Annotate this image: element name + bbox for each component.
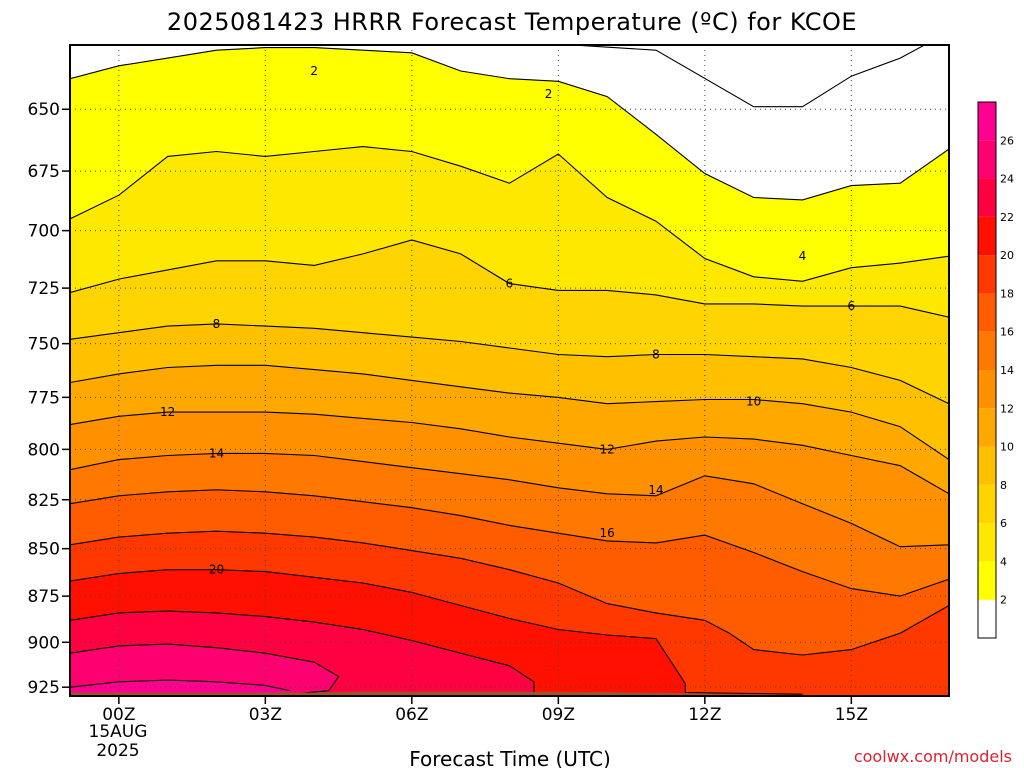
y-tick-label-875: 875 (28, 587, 60, 607)
colorbar-seg-6 (978, 331, 996, 370)
isotherm-18 (70, 530, 949, 656)
x-tick-label-15: 15Z (835, 705, 868, 725)
colorbar-label-6: 6 (1000, 517, 1007, 530)
colorbar-seg-11 (978, 140, 996, 179)
plot-frame (69, 44, 950, 697)
isotherm-4 (70, 146, 949, 282)
isotherm-12 (70, 411, 949, 495)
contour-label-8: 12 (160, 405, 175, 419)
x-tick-label-6: 06Z (395, 705, 428, 725)
isotherm-6 (70, 239, 949, 318)
colorbar-frame (977, 101, 997, 639)
x-tick-label-0: 00Z (102, 705, 135, 725)
colorbar-seg-10 (978, 178, 996, 217)
colorbar-seg-8 (978, 255, 996, 294)
contour-label-13: 20 (209, 563, 224, 577)
colorbar-seg-below (978, 599, 996, 638)
colorbar-label-20: 20 (1000, 249, 1014, 262)
x-date-day: 15AUG (89, 722, 148, 742)
colorbar-label-14: 14 (1000, 364, 1014, 377)
grid-lines (70, 45, 949, 696)
y-axis: 650 675 700 725 750 775 800 825 850 875 900 925 (28, 100, 70, 698)
x-date-year: 2025 (96, 741, 139, 761)
contour-label-10: 14 (209, 446, 224, 460)
x-tick-label-3: 03Z (249, 705, 282, 725)
colorbar-label-4: 4 (1000, 555, 1007, 568)
y-tick-label-850: 850 (28, 540, 60, 560)
contour-label-2: 4 (799, 249, 807, 263)
isotherm-20 (70, 569, 803, 695)
y-tick-label-750: 750 (28, 335, 60, 355)
colorbar-seg-12 (978, 102, 996, 141)
y-tick-label-725: 725 (28, 279, 60, 299)
colorbar-seg-7 (978, 293, 996, 332)
ground-surface (70, 691, 949, 696)
colorbar-label-10: 10 (1000, 441, 1014, 454)
isotherm-22 (70, 610, 535, 695)
colorbar-seg-2 (978, 484, 996, 524)
watermark: coolwx.com/models (854, 747, 1012, 766)
y-tick-label-800: 800 (28, 440, 60, 460)
chart-title: 2025081423 HRRR Forecast Temperature (ºC… (167, 8, 857, 36)
contour-label-9: 12 (600, 442, 615, 456)
contour-label-12: 16 (600, 526, 615, 540)
x-tick-label-9: 09Z (542, 705, 575, 725)
y-tick-label-825: 825 (28, 491, 60, 511)
y-tick-label-650: 650 (28, 100, 60, 120)
x-axis: 00Z 03Z 06Z 09Z 12Z 15Z (102, 696, 868, 725)
isotherm-24 (70, 643, 340, 695)
contour-label-3: 6 (506, 277, 514, 291)
colorbar-seg-5 (978, 370, 996, 409)
colorbar-label-2: 2 (1000, 594, 1007, 607)
y-tick-label-900: 900 (28, 633, 60, 653)
colorbar-seg-1 (978, 523, 996, 562)
contour-label-1: 2 (545, 87, 553, 101)
isotherm-2 (70, 47, 949, 201)
colorbar-label-22: 22 (1000, 211, 1014, 224)
colorbar-label-24: 24 (1000, 173, 1014, 186)
x-tick-label-12: 12Z (688, 705, 721, 725)
surface-fill (70, 691, 949, 696)
isotherm-lines (70, 45, 949, 695)
contour-label-7: 10 (746, 395, 761, 409)
contour-label-6: 8 (652, 348, 660, 362)
colorbar-label-26: 26 (1000, 134, 1014, 147)
y-tick-label-675: 675 (28, 162, 60, 182)
contour-label-4: 6 (848, 299, 856, 313)
isotherm-14 (70, 452, 949, 548)
x-axis-label: Forecast Time (UTC) (409, 747, 611, 768)
colorbar-seg-0 (978, 561, 996, 600)
colorbar-label-8: 8 (1000, 479, 1007, 492)
colorbar-seg-9 (978, 216, 996, 256)
isotherm-16 (70, 489, 949, 597)
band-26 (70, 680, 290, 696)
contour-fills (70, 45, 949, 696)
y-tick-label-925: 925 (28, 678, 60, 698)
colorbar-seg-4 (978, 408, 996, 447)
y-tick-label-775: 775 (28, 388, 60, 408)
isotherm-10 (70, 364, 949, 461)
colorbar-label-18: 18 (1000, 287, 1014, 300)
colorbar-label-16: 16 (1000, 326, 1014, 339)
colorbar-seg-3 (978, 446, 996, 485)
y-tick-label-700: 700 (28, 222, 60, 242)
isotherm-8 (70, 323, 949, 405)
contour-labels: 2 2 4 6 6 8 8 10 12 12 14 14 16 20 (160, 64, 855, 577)
isotherm-26 (70, 679, 290, 692)
contour-label-11: 14 (648, 483, 663, 497)
contour-label-5: 8 (213, 317, 221, 331)
contour-label-0: 2 (310, 64, 318, 78)
colorbar-label-12: 12 (1000, 402, 1014, 415)
isotherm-0 (564, 45, 926, 108)
